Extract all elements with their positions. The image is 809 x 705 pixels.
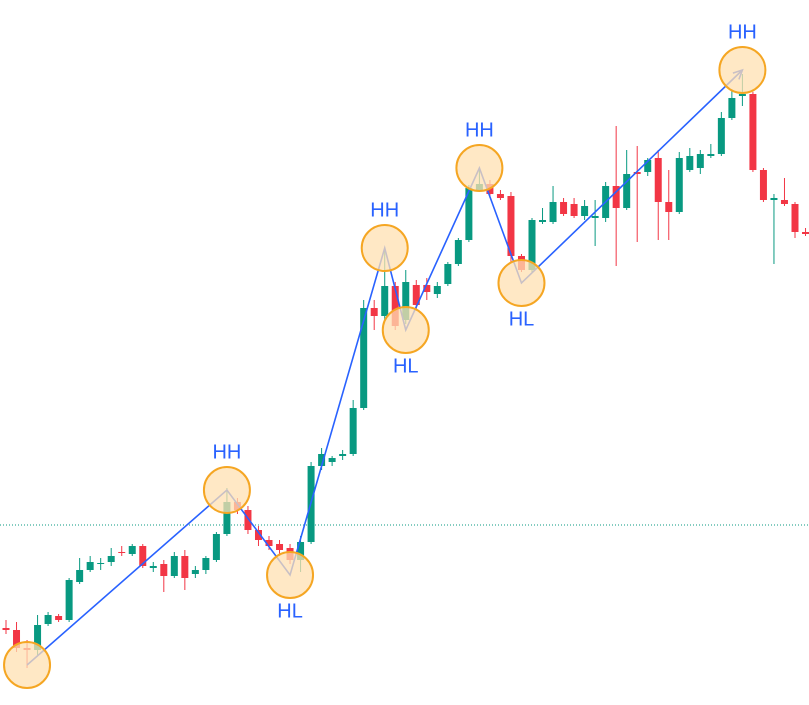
- candle-body: [686, 156, 694, 170]
- candle-body: [13, 630, 21, 648]
- candle-body: [223, 502, 231, 534]
- candle-body: [496, 194, 504, 198]
- candle-body: [633, 172, 641, 174]
- candle-body: [107, 556, 115, 562]
- candle-body: [118, 552, 126, 553]
- candle-body: [791, 204, 799, 232]
- pivot-label: HL: [509, 308, 535, 330]
- candle-body: [675, 158, 683, 212]
- candle-body: [339, 454, 347, 456]
- candle-body: [170, 556, 178, 576]
- candle-body: [581, 206, 589, 216]
- candle-body: [444, 264, 452, 284]
- pivot-label: HL: [277, 600, 303, 622]
- zigzag-line: [26, 69, 743, 666]
- candle-body: [318, 454, 326, 466]
- candle-body: [433, 286, 441, 294]
- candle-body: [539, 220, 547, 222]
- candle-body: [254, 530, 262, 540]
- candle-body: [738, 94, 746, 96]
- candle-body: [780, 200, 788, 204]
- candle-body: [349, 408, 357, 454]
- candle-body: [465, 188, 473, 240]
- candle-body: [665, 202, 673, 212]
- candle-body: [560, 202, 568, 214]
- candle-body: [160, 564, 168, 576]
- candle-body: [244, 510, 252, 530]
- candle-body: [34, 625, 42, 650]
- candle-body: [728, 98, 736, 118]
- candle-body: [391, 286, 399, 326]
- candle-body: [654, 158, 662, 202]
- pivot-circle: [360, 224, 409, 272]
- candle-body: [297, 542, 305, 560]
- candle-body: [55, 616, 63, 620]
- pivot-circle: [497, 259, 546, 307]
- candle-body: [149, 566, 157, 568]
- candle-body: [76, 570, 84, 582]
- pivot-circle: [266, 551, 315, 599]
- pivot-circle: [3, 641, 52, 689]
- pivot-label: HH: [212, 441, 241, 463]
- candle-body: [402, 282, 410, 320]
- candle-body: [97, 563, 105, 564]
- candle-body: [507, 196, 515, 256]
- candle-body: [381, 286, 389, 316]
- candle-body: [570, 204, 578, 216]
- candle-body: [423, 285, 431, 292]
- candle-body: [717, 118, 725, 154]
- pivot-circle: [381, 306, 430, 354]
- candle-body: [128, 546, 136, 554]
- candle-body: [181, 556, 189, 578]
- candle-body: [265, 540, 273, 546]
- candle-body: [644, 160, 652, 172]
- candle-body: [202, 558, 210, 570]
- candle-body: [623, 174, 631, 208]
- candle-body: [370, 308, 378, 316]
- pivot-label: HH: [728, 21, 757, 43]
- candle-body: [696, 154, 704, 168]
- candle-body: [707, 154, 715, 156]
- candle-body: [802, 232, 809, 234]
- candle-body: [749, 94, 757, 170]
- candle-body: [328, 458, 336, 462]
- candle-body: [191, 570, 199, 574]
- pivot-circle: [202, 466, 251, 514]
- candle-body: [759, 170, 767, 200]
- candle-body: [44, 615, 52, 624]
- candle-body: [2, 628, 10, 630]
- candle-body: [412, 285, 420, 305]
- candle-body: [212, 534, 220, 560]
- candle-body: [528, 220, 536, 270]
- pivot-circle: [455, 144, 504, 192]
- pivot-label: HL: [393, 355, 419, 377]
- candle-body: [770, 198, 778, 200]
- candle-body: [86, 562, 94, 570]
- candle-body: [360, 308, 368, 408]
- candle-body: [591, 216, 599, 218]
- candle-body: [139, 546, 147, 566]
- pivot-label: HH: [465, 119, 494, 141]
- pivot-circle: [718, 46, 767, 94]
- candle-body: [454, 240, 462, 264]
- candle-body: [276, 544, 284, 550]
- candle-body: [549, 202, 557, 222]
- candle-body: [65, 580, 73, 620]
- candle-body: [612, 186, 620, 208]
- pivot-label: HH: [370, 199, 399, 221]
